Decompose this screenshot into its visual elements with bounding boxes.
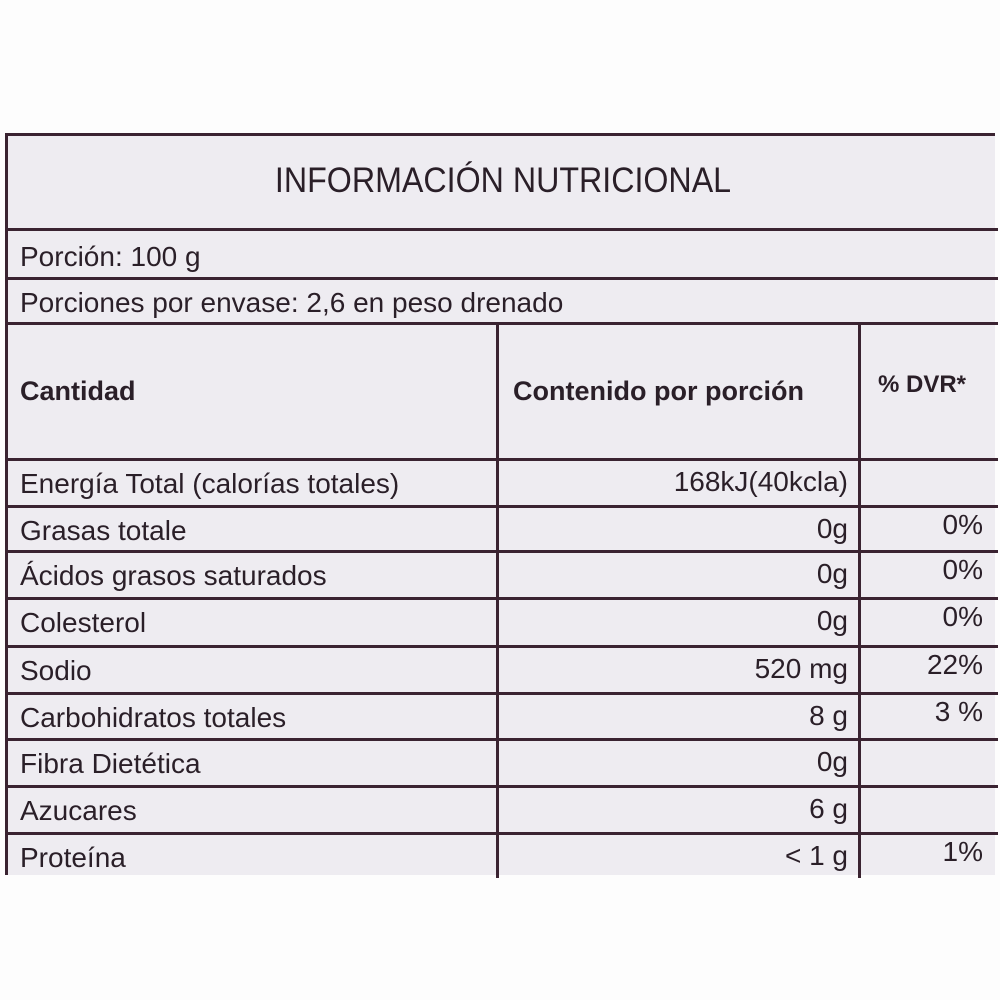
row-divider xyxy=(8,738,998,741)
nutrient-name: Grasas totale xyxy=(20,515,187,546)
nutrient-dvr: 1% xyxy=(942,836,983,867)
column-divider xyxy=(858,322,861,878)
nutrition-label: INFORMACIÓN NUTRICIONAL Porción: 100 g P… xyxy=(5,133,998,878)
nutrient-name: Carbohidratos totales xyxy=(20,702,287,733)
nutrient-dvr: 22% xyxy=(926,649,983,680)
row-divider xyxy=(8,505,998,508)
nutrient-value: 0g xyxy=(816,605,848,636)
nutrient-value: 520 mg xyxy=(754,653,848,684)
nutrient-value: 168kJ(40kcla) xyxy=(673,466,848,497)
row-divider xyxy=(8,550,998,553)
label-title: INFORMACIÓN NUTRICIONAL xyxy=(274,161,732,200)
row-divider xyxy=(8,785,998,788)
nutrient-value: 8 g xyxy=(809,700,848,731)
divider xyxy=(8,228,998,231)
nutrient-name: Proteína xyxy=(20,842,126,873)
nutrient-name: Energía Total (calorías totales) xyxy=(20,468,400,499)
nutrient-dvr: 3 % xyxy=(934,696,983,727)
row-divider xyxy=(8,645,998,648)
row-divider xyxy=(8,832,998,835)
nutrient-name: Azucares xyxy=(20,795,137,826)
nutrient-value: 0g xyxy=(816,513,848,544)
nutrient-value: 0g xyxy=(816,746,848,777)
divider xyxy=(8,322,998,325)
header-quantity: Cantidad xyxy=(20,376,136,406)
header-dvr: % DVR* xyxy=(878,371,967,398)
header-content: Contenido por porción xyxy=(513,376,804,406)
divider xyxy=(8,458,998,461)
portion-size: Porción: 100 g xyxy=(20,241,201,272)
nutrient-name: Colesterol xyxy=(20,607,147,638)
nutrient-value: 6 g xyxy=(809,793,848,824)
nutrient-value: < 1 g xyxy=(784,840,848,871)
nutrient-dvr: 0% xyxy=(942,601,983,632)
row-divider xyxy=(8,597,998,600)
divider xyxy=(8,277,998,280)
nutrient-dvr: 0% xyxy=(942,554,983,585)
row-divider xyxy=(8,692,998,695)
column-divider xyxy=(496,322,499,878)
nutrient-value: 0g xyxy=(816,558,848,589)
nutrient-name: Ácidos grasos saturados xyxy=(20,560,327,591)
nutrient-dvr: 0% xyxy=(942,509,983,540)
nutrient-name: Sodio xyxy=(20,655,92,686)
nutrient-name: Fibra Dietética xyxy=(20,748,201,779)
portions-per-container: Porciones por envase: 2,6 en peso drenad… xyxy=(20,287,564,318)
